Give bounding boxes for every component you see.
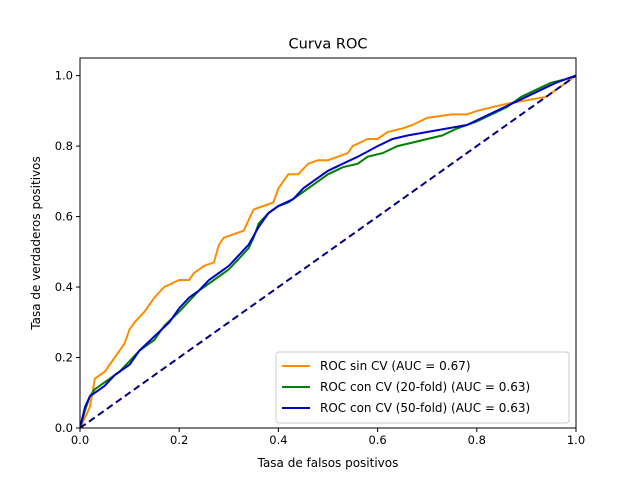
y-tick-label: 0.2 bbox=[55, 351, 73, 365]
x-tick-label: 0.8 bbox=[468, 433, 486, 447]
series-line-1 bbox=[80, 74, 576, 428]
chart-title: Curva ROC bbox=[289, 37, 368, 53]
y-tick-label: 0.4 bbox=[55, 280, 73, 294]
legend-label: ROC con CV (50-fold) (AUC = 0.63) bbox=[320, 401, 530, 415]
x-tick-label: 0.2 bbox=[170, 433, 188, 447]
plot-frame bbox=[79, 57, 577, 429]
y-axis-label: Tasa de verdaderos positivos bbox=[29, 156, 43, 330]
x-axis-label: Tasa de falsos positivos bbox=[257, 456, 399, 470]
x-tick-label: 1.0 bbox=[567, 433, 585, 447]
y-tick-label: 0.0 bbox=[55, 421, 73, 435]
plot-area: 0.0 0.2 0.4 0.6 0.8 1.0 0.0 0.2 0.4 0.6 0.8 1.0 ROC … bbox=[55, 57, 585, 447]
series-line-3 bbox=[80, 74, 576, 428]
x-tick-label: 0.0 bbox=[71, 433, 89, 447]
x-tick-label: 0.6 bbox=[368, 433, 386, 447]
y-tick-label: 0.6 bbox=[55, 210, 73, 224]
legend-label: ROC sin CV (AUC = 0.67) bbox=[320, 359, 471, 373]
x-tick-label: 0.4 bbox=[269, 433, 287, 447]
legend-label: ROC con CV (20-fold) (AUC = 0.63) bbox=[320, 380, 530, 394]
reference-diagonal-line bbox=[80, 74, 576, 428]
y-tick-label: 1.0 bbox=[55, 69, 73, 83]
legend-box bbox=[275, 351, 570, 424]
y-tick-label: 0.8 bbox=[55, 139, 73, 153]
